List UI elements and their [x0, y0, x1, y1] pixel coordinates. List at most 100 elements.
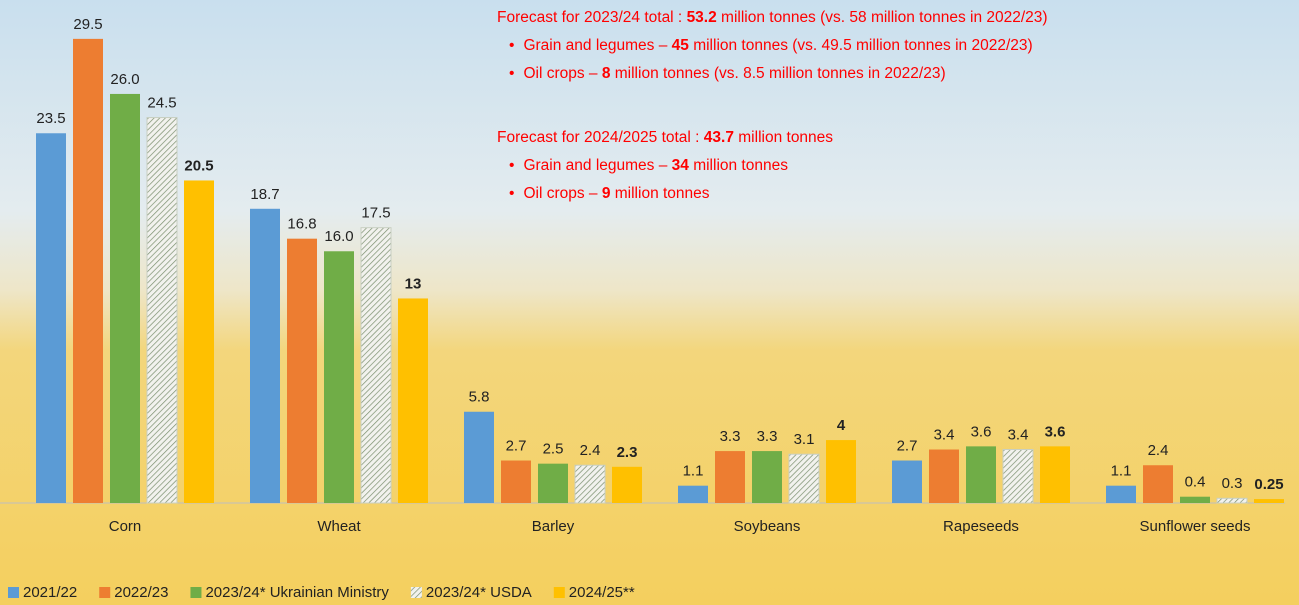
value-label: 0.25 [1254, 476, 1283, 493]
value-label: 3.3 [757, 428, 778, 445]
legend-label: 2023/24* USDA [426, 584, 532, 601]
bar [575, 465, 605, 503]
bar [1106, 486, 1136, 503]
value-label: 16.8 [287, 216, 316, 233]
bar [398, 298, 428, 503]
value-label: 4 [837, 417, 846, 434]
value-label: 18.7 [250, 186, 279, 203]
legend-label: 2023/24* Ukrainian Ministry [205, 584, 389, 601]
bar [361, 228, 391, 503]
note-block: Forecast for 2023/24 total : 53.2 millio… [497, 7, 1048, 91]
note-text: Forecast for 2024/2025 total : [497, 129, 704, 146]
bar [250, 209, 280, 503]
note-text: million tonnes [610, 185, 709, 202]
bar [612, 467, 642, 503]
note-figure: 53.2 [687, 9, 717, 26]
bar [929, 450, 959, 503]
legend-label: 2021/22 [23, 584, 77, 601]
bar [184, 180, 214, 503]
note-figure: 43.7 [704, 129, 734, 146]
value-label: 23.5 [36, 110, 65, 127]
legend-swatch [99, 587, 110, 598]
legend-swatch [8, 587, 19, 598]
note-head: Forecast for 2024/2025 total : 43.7 mill… [497, 127, 1048, 155]
legend-swatch [190, 587, 201, 598]
bar [464, 412, 494, 503]
value-label: 13 [405, 275, 422, 292]
value-label: 0.4 [1185, 474, 1206, 491]
bar [324, 251, 354, 503]
value-label: 2.7 [506, 437, 527, 454]
bar [826, 440, 856, 503]
note-text: Grain and legumes – [523, 37, 671, 54]
bar [1143, 465, 1173, 503]
x-tick-label: Barley [532, 518, 575, 535]
bar [1217, 498, 1247, 503]
bar [147, 118, 177, 503]
x-tick-label: Soybeans [734, 518, 801, 535]
note-text: million tonnes [734, 129, 833, 146]
bar [73, 39, 103, 503]
note-figure: 34 [672, 157, 689, 174]
value-label: 3.3 [720, 428, 741, 445]
bar [892, 461, 922, 503]
x-tick-label: Wheat [317, 518, 361, 535]
note-text: million tonnes (vs. 49.5 million tonnes … [689, 37, 1033, 54]
note-item: Grain and legumes – 34 million tonnes [497, 155, 1048, 183]
value-label: 2.3 [617, 444, 638, 461]
annotations: Forecast for 2023/24 total : 53.2 millio… [497, 7, 1048, 211]
x-tick-label: Sunflower seeds [1140, 518, 1251, 535]
note-item: Oil crops – 8 million tonnes (vs. 8.5 mi… [497, 63, 1048, 91]
note-text: million tonnes (vs. 8.5 million tonnes i… [610, 65, 945, 82]
value-label: 3.6 [971, 423, 992, 440]
value-label: 29.5 [73, 16, 102, 33]
bar [1254, 499, 1284, 503]
value-label: 20.5 [184, 157, 213, 174]
bar [678, 486, 708, 503]
x-tick-label: Rapeseeds [943, 518, 1019, 535]
bar [287, 239, 317, 503]
value-label: 1.1 [683, 463, 704, 480]
legend-label: 2022/23 [114, 584, 168, 601]
value-label: 16.0 [324, 228, 353, 245]
value-label: 3.1 [794, 431, 815, 448]
note-text: million tonnes [689, 157, 788, 174]
value-label: 3.4 [1008, 426, 1029, 443]
bar [1003, 450, 1033, 503]
value-label: 17.5 [361, 205, 390, 222]
note-text: Forecast for 2023/24 total : [497, 9, 687, 26]
value-label: 26.0 [110, 71, 139, 88]
value-label: 1.1 [1111, 463, 1132, 480]
value-label: 3.4 [934, 426, 955, 443]
note-block: Forecast for 2024/2025 total : 43.7 mill… [497, 127, 1048, 211]
note-text: million tonnes (vs. 58 million tonnes in… [717, 9, 1048, 26]
bar [538, 464, 568, 503]
bar [715, 451, 745, 503]
legend-label: 2024/25** [569, 584, 635, 601]
value-label: 24.5 [147, 95, 176, 112]
x-tick-label: Corn [109, 518, 142, 535]
page: Corn 23.5 29.5 26.0 24.5 20.5 Wheat 18.7 16.8 16.… [0, 0, 1299, 605]
bar [752, 451, 782, 503]
legend-swatch [554, 587, 565, 598]
legend-swatch [411, 587, 422, 598]
note-head: Forecast for 2023/24 total : 53.2 millio… [497, 7, 1048, 35]
value-label: 3.6 [1045, 423, 1066, 440]
bar [1180, 497, 1210, 503]
note-text: Oil crops – [523, 185, 601, 202]
value-label: 5.8 [469, 389, 490, 406]
bar [1040, 446, 1070, 503]
value-label: 2.5 [543, 441, 564, 458]
note-text: Oil crops – [523, 65, 601, 82]
note-text: Grain and legumes – [523, 157, 671, 174]
note-item: Grain and legumes – 45 million tonnes (v… [497, 35, 1048, 63]
value-label: 2.4 [580, 442, 601, 459]
value-label: 2.4 [1148, 442, 1169, 459]
bar [501, 461, 531, 503]
note-figure: 45 [672, 37, 689, 54]
value-label: 2.7 [897, 437, 918, 454]
note-item: Oil crops – 9 million tonnes [497, 183, 1048, 211]
value-label: 0.3 [1222, 475, 1243, 492]
bar [789, 454, 819, 503]
bar [36, 133, 66, 503]
